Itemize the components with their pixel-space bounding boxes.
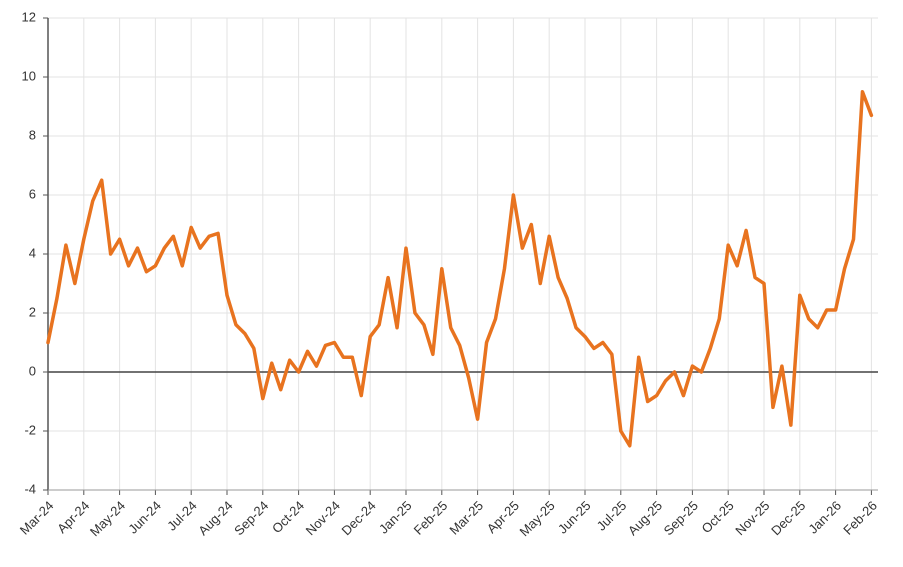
x-tick-label: Sep-25 [661, 498, 701, 538]
y-tick-label: 8 [29, 127, 36, 142]
x-tick-label: Oct-25 [699, 498, 737, 536]
x-tick-label: Jun-25 [555, 498, 594, 537]
x-tick-label: Jul-25 [594, 498, 630, 534]
y-tick-label: 2 [29, 304, 36, 319]
x-tick-label: Feb-25 [411, 498, 451, 538]
y-tick-label: 4 [29, 245, 36, 260]
x-tick-label: May-24 [87, 498, 128, 539]
x-tick-label: Jan-25 [376, 498, 415, 537]
x-tick-label: Aug-24 [195, 498, 235, 538]
x-tick-label: Apr-25 [484, 498, 522, 536]
y-tick-label: -2 [24, 422, 36, 437]
x-tick-label: Mar-25 [446, 498, 486, 538]
y-tick-label: 10 [22, 68, 36, 83]
y-tick-label: -4 [24, 481, 36, 496]
x-tick-label: Apr-24 [54, 498, 92, 536]
x-tick-label: Feb-26 [840, 498, 880, 538]
x-tick-label: Oct-24 [269, 498, 307, 536]
x-tick-label: Mar-24 [17, 498, 57, 538]
series-line [46, 90, 874, 448]
x-tick-label: Nov-24 [303, 498, 343, 538]
x-tick-label: May-25 [516, 498, 557, 539]
x-tick-label: Nov-25 [732, 498, 772, 538]
y-tick-label: 12 [22, 9, 36, 24]
x-tick-label: Jul-24 [164, 498, 200, 534]
x-tick-label: Jan-26 [805, 498, 844, 537]
y-tick-label: 6 [29, 186, 36, 201]
x-tick-label: Sep-24 [231, 498, 271, 538]
x-tick-label: Dec-25 [768, 498, 808, 538]
y-tick-label: 0 [29, 363, 36, 378]
x-tick-label: Dec-24 [339, 498, 379, 538]
x-tick-label: Aug-25 [625, 498, 665, 538]
x-tick-label: Jun-24 [125, 498, 164, 537]
